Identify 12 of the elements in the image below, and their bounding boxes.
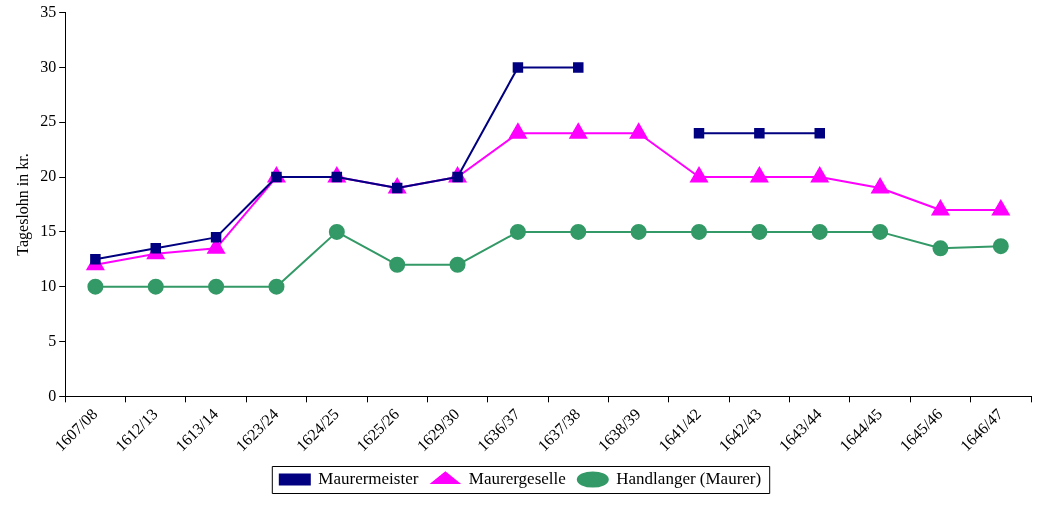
legend-label: Maurergeselle xyxy=(468,468,566,488)
y-tick-label: 20 xyxy=(40,167,57,185)
y-tick-label: 0 xyxy=(48,386,57,404)
y-tick-label: 25 xyxy=(40,112,57,130)
legend-label: Maurermeister xyxy=(318,468,419,488)
y-axis-title: Tageslohn in kr. xyxy=(13,153,32,256)
y-tick-label: 35 xyxy=(40,2,57,20)
y-tick-label: 30 xyxy=(40,57,57,75)
y-tick-label: 5 xyxy=(48,331,57,349)
legend-label: Handlanger (Maurer) xyxy=(616,468,762,488)
y-tick-label: 10 xyxy=(40,276,57,294)
y-tick-label: 15 xyxy=(40,222,57,240)
